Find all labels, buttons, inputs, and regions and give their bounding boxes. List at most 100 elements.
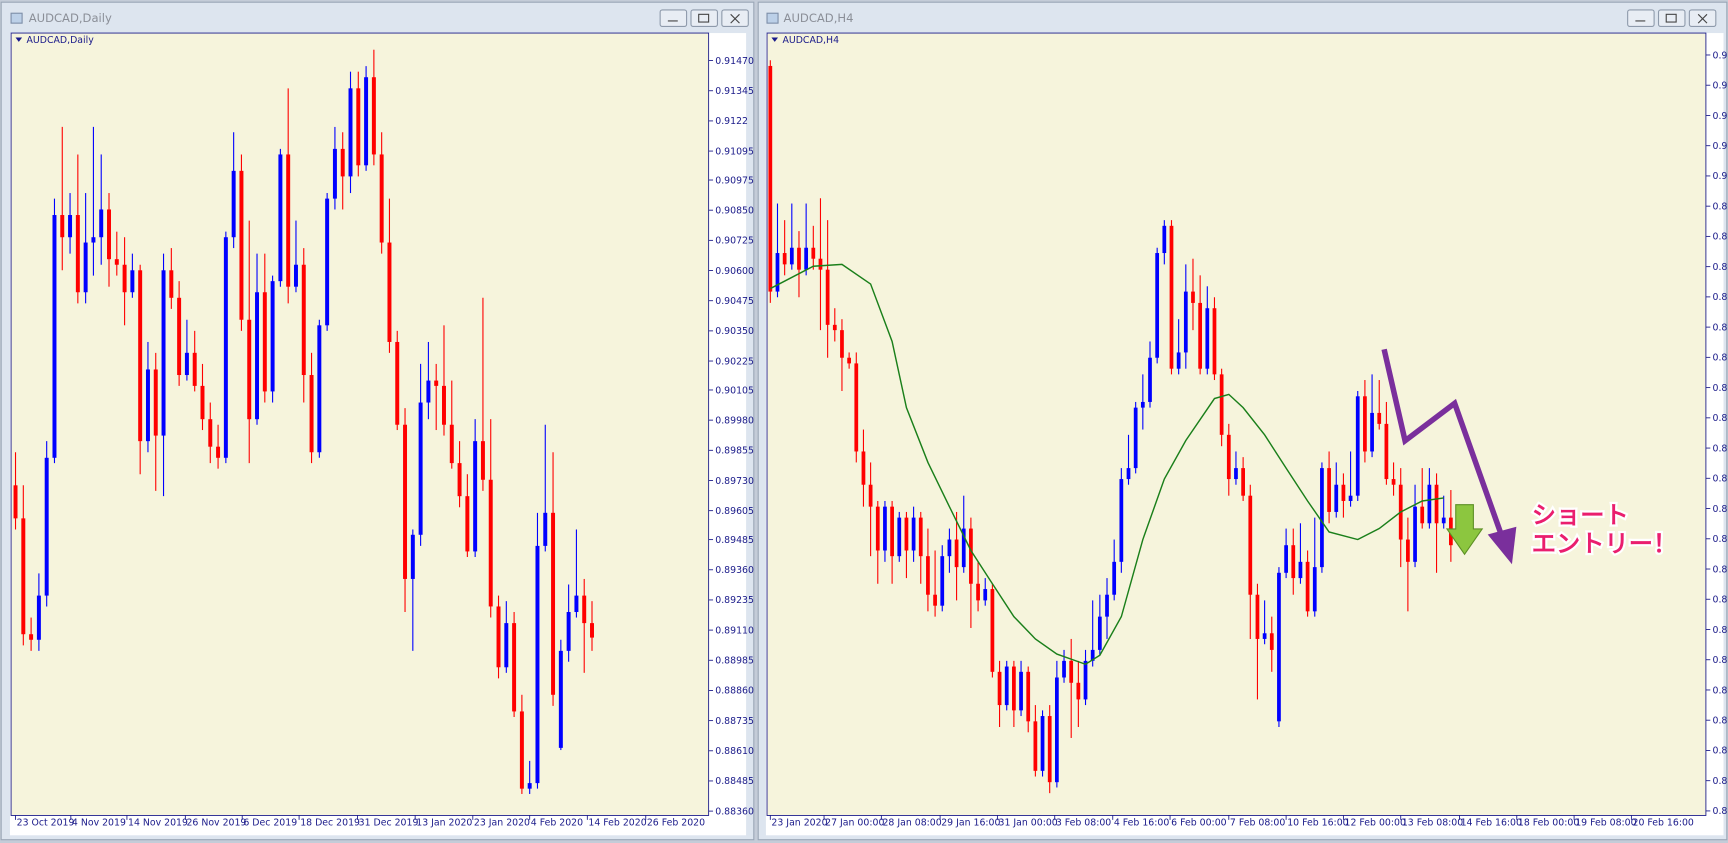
window-buttons[interactable] (659, 9, 749, 27)
candle-body (465, 496, 470, 552)
candle-body (231, 170, 236, 238)
y-tick-label: 0.89665 (1713, 322, 1728, 333)
candle-body (1019, 671, 1023, 711)
y-tick-label: 0.88945 (1713, 595, 1728, 606)
candle-body (1083, 660, 1088, 700)
candle-body (145, 369, 150, 442)
candle-body (789, 247, 794, 265)
candle-body (811, 247, 816, 259)
candle-body (1406, 539, 1410, 562)
y-tick-label: 0.89585 (1713, 353, 1728, 364)
x-tick-label: 23 Jan 2020 (474, 817, 530, 828)
candle-body (890, 506, 894, 557)
candle-body (1327, 468, 1331, 512)
candle-body (840, 330, 844, 358)
maximize-button[interactable] (690, 9, 718, 27)
y-tick-label: 0.89505 (1713, 383, 1728, 394)
candle-body (21, 518, 26, 635)
candle-body (169, 270, 174, 298)
candle-body (1097, 616, 1102, 650)
candle-body (239, 170, 244, 320)
x-tick-label: 7 Feb 08:00 (1230, 817, 1285, 828)
x-tick-label: 31 Dec 2019 (359, 817, 419, 828)
candle-body (91, 237, 96, 243)
y-tick-label: 0.88465 (1713, 776, 1728, 787)
x-tick-label: 26 Feb 2020 (647, 817, 705, 828)
x-tick-label: 20 Feb 16:00 (1632, 817, 1693, 828)
candle-body (223, 237, 228, 458)
maximize-button[interactable] (1657, 9, 1686, 27)
y-tick-label: 0.89980 (715, 415, 754, 426)
candle-body (356, 88, 361, 166)
candle-body (114, 259, 119, 265)
candle-body (582, 595, 587, 624)
minimize-button[interactable] (1627, 9, 1655, 27)
candle-body (1047, 716, 1052, 783)
entry-arrow (1445, 504, 1484, 556)
candle-body (1312, 567, 1317, 612)
candle-body (566, 612, 571, 651)
candle-body (1126, 468, 1131, 480)
charts: AUDCAD,Daily 0.91470 0.91345 0.9122 0.91095 0… (10, 32, 1728, 828)
candle-body (861, 451, 866, 485)
x-tick-label: 29 Jan 16:00 (941, 817, 1000, 828)
candle-body (52, 215, 57, 458)
candle-body (1148, 357, 1152, 402)
x-tick-label: 13 Feb 08:00 (1402, 817, 1463, 828)
candle-body (44, 457, 49, 596)
candle-body (1248, 495, 1253, 595)
y-tick-label: 0.89110 (715, 625, 754, 636)
y-tick-label: 0.91345 (715, 86, 754, 97)
y-tick-label: 0.89105 (1713, 534, 1728, 545)
candle-body (818, 258, 823, 270)
candle-body (1298, 561, 1303, 579)
candle-body (1320, 468, 1324, 568)
candle-body (1205, 308, 1210, 369)
candle-body (75, 215, 80, 293)
candle-body (1191, 291, 1195, 303)
icon (1665, 13, 1677, 23)
candle-body (418, 402, 423, 535)
x-tick-label: 27 Jan 00:00 (825, 817, 884, 828)
candle-body (286, 154, 291, 287)
candle-body (395, 341, 400, 425)
candle-body (1226, 434, 1231, 480)
x-tick-label: 14 Feb 16:00 (1461, 817, 1522, 828)
candle-body (200, 385, 205, 420)
candle-body (1284, 545, 1288, 573)
candle-body (83, 242, 88, 293)
y-tick-label: 0.89905 (1713, 232, 1728, 243)
candle-body (1219, 374, 1224, 435)
candle-body (782, 253, 787, 265)
candle-body (99, 209, 104, 238)
candle-body (527, 783, 532, 789)
candle-body (278, 154, 283, 282)
x-tick-label: 18 Feb 00:00 (1518, 817, 1579, 828)
x-tick-label: 14 Feb 2020 (588, 817, 646, 828)
candle-body (348, 88, 353, 177)
candle-body (488, 479, 493, 607)
y-tick-label: 0.90305 (1713, 81, 1728, 92)
minimize-button[interactable] (659, 9, 688, 27)
y-tick-label: 0.90225 (1713, 111, 1728, 122)
trend-arrow (1381, 348, 1506, 541)
candle-body (332, 148, 337, 199)
candle-body (504, 623, 509, 668)
y-tick-label: 0.89605 (715, 506, 754, 517)
candle-body (1348, 495, 1353, 501)
window-buttons[interactable] (1627, 9, 1717, 27)
candle-body (969, 528, 973, 584)
candle-body (29, 634, 34, 640)
candle-body (192, 352, 197, 386)
y-tick-label: 0.90600 (715, 266, 754, 277)
candle-body (1434, 484, 1439, 524)
candle-body (1277, 572, 1281, 722)
candle-body (1133, 407, 1138, 469)
candle-body (1155, 253, 1160, 358)
y-tick-label: 0.89425 (1713, 413, 1728, 424)
candle-body (883, 506, 887, 551)
candle-body (1391, 479, 1396, 485)
candle-body (317, 325, 322, 453)
candle-body (551, 512, 556, 695)
